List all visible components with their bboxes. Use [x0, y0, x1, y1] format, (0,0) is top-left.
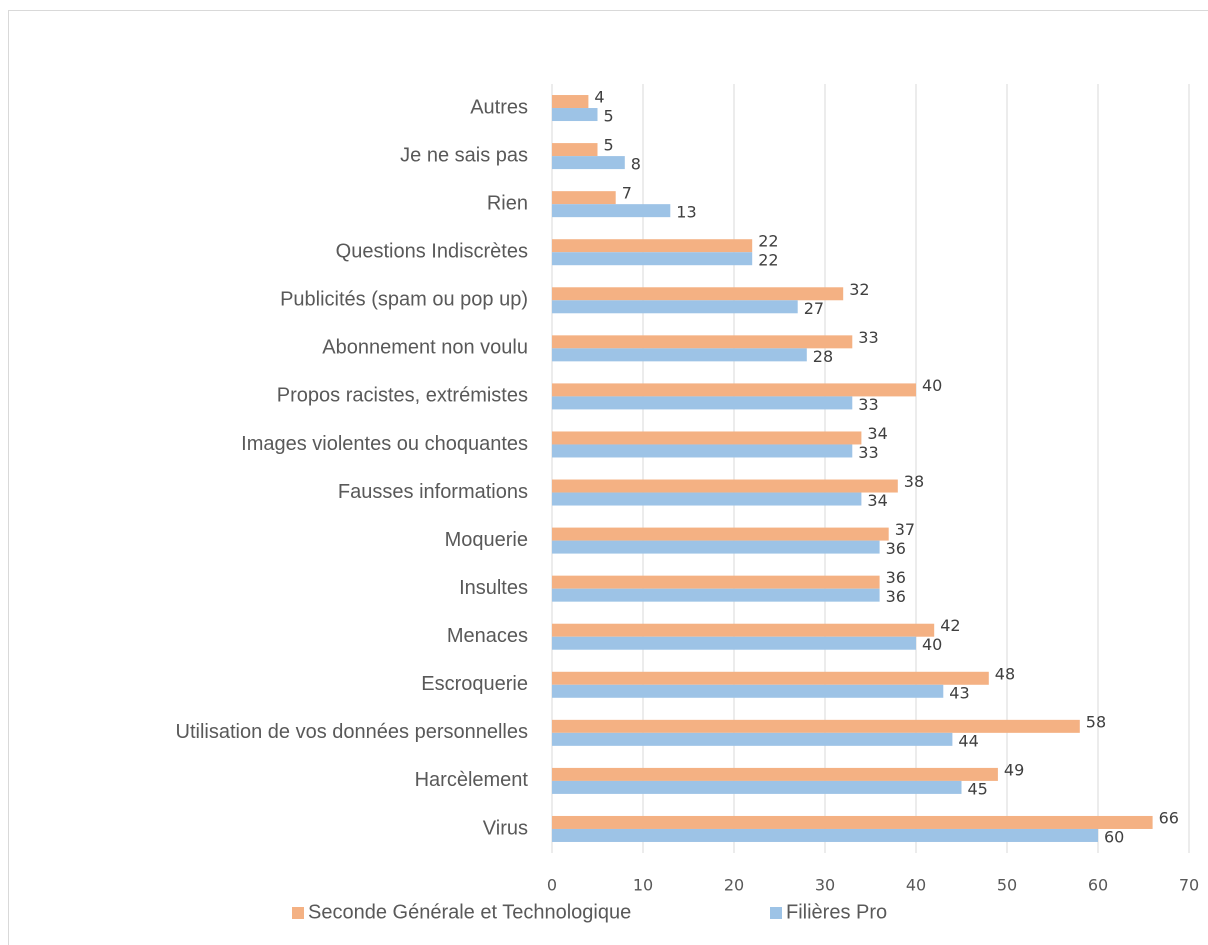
bar: [552, 815, 1153, 829]
bar: [552, 239, 753, 253]
x-tick-label: 40: [906, 876, 926, 895]
value-label: 60: [1104, 827, 1124, 846]
value-label: 66: [1159, 808, 1179, 827]
bar: [552, 636, 916, 650]
y-tick-label: Publicités (spam ou pop up): [280, 289, 528, 311]
legend-label: Seconde Générale et Technologique: [308, 901, 631, 923]
bar: [552, 575, 880, 589]
y-tick-label: Utilisation de vos données personnelles: [176, 721, 528, 743]
bar: [552, 287, 844, 301]
value-label: 33: [858, 328, 878, 347]
value-label: 49: [1004, 760, 1024, 779]
y-tick-label: Virus: [483, 817, 528, 839]
x-tick-label: 60: [1088, 876, 1108, 895]
bar: [552, 383, 916, 397]
value-label: 36: [886, 587, 906, 606]
value-label: 37: [895, 520, 915, 539]
bar: [552, 252, 753, 266]
value-label: 8: [631, 155, 641, 174]
y-tick-label: Propos racistes, extrémistes: [277, 385, 528, 407]
y-tick-label: Autres: [470, 96, 528, 118]
bar: [552, 671, 989, 685]
y-tick-label: Rien: [487, 192, 528, 214]
value-label: 22: [758, 232, 778, 251]
x-tick-label: 50: [997, 876, 1017, 895]
y-tick-label: Je ne sais pas: [400, 144, 528, 166]
value-label: 32: [849, 280, 869, 299]
bar: [552, 540, 880, 554]
x-tick-label: 10: [633, 876, 653, 895]
bar: [552, 95, 589, 109]
y-tick-label: Fausses informations: [338, 481, 528, 503]
y-tick-label: Escroquerie: [421, 673, 528, 695]
value-label: 27: [804, 299, 824, 318]
value-label: 38: [904, 472, 924, 491]
bar: [552, 479, 898, 493]
value-label: 22: [758, 251, 778, 270]
y-tick-label: Insultes: [459, 577, 528, 599]
x-tick-label: 30: [815, 876, 835, 895]
bar: [552, 719, 1080, 733]
y-tick-label: Harcèlement: [415, 769, 529, 791]
bar: [552, 828, 1098, 842]
bar: [552, 348, 807, 362]
value-label: 42: [940, 616, 960, 635]
bar: [552, 732, 953, 746]
value-label: 36: [886, 568, 906, 587]
value-label: 43: [949, 683, 969, 702]
x-tick-label: 20: [724, 876, 744, 895]
value-label: 45: [968, 779, 988, 798]
value-label: 58: [1086, 712, 1106, 731]
bar: [552, 444, 853, 458]
value-label: 13: [676, 203, 696, 222]
value-label: 28: [813, 347, 833, 366]
y-tick-label: Menaces: [447, 625, 528, 647]
x-tick-label: 0: [547, 876, 557, 895]
bar: [552, 300, 798, 314]
bar: [552, 780, 962, 794]
bar: [552, 396, 853, 410]
legend-swatch: [292, 907, 304, 919]
bar: [552, 143, 598, 157]
value-label: 40: [922, 635, 942, 654]
value-label: 4: [594, 88, 604, 107]
value-label: 34: [867, 491, 887, 510]
y-tick-label: Abonnement non voulu: [322, 337, 528, 359]
bar: [552, 492, 862, 506]
value-label: 44: [958, 731, 978, 750]
bar: [552, 767, 998, 781]
bar: [552, 191, 616, 205]
bar: [552, 108, 598, 122]
y-tick-label: Images violentes ou choquantes: [241, 433, 528, 455]
bar: [552, 431, 862, 445]
bar: [552, 588, 880, 602]
legend-swatch: [770, 907, 782, 919]
bar: [552, 623, 935, 637]
value-label: 48: [995, 664, 1015, 683]
bar: [552, 156, 625, 170]
value-label: 40: [922, 376, 942, 395]
chart-frame: [8, 10, 1208, 945]
value-label: 5: [604, 136, 614, 155]
bar: [552, 684, 944, 698]
x-tick-label: 70: [1179, 876, 1199, 895]
value-label: 34: [867, 424, 887, 443]
bar: [552, 527, 889, 541]
value-label: 5: [604, 107, 614, 126]
bar: [552, 335, 853, 349]
y-tick-label: Questions Indiscrètes: [336, 241, 528, 263]
value-label: 33: [858, 395, 878, 414]
value-label: 33: [858, 443, 878, 462]
value-label: 36: [886, 539, 906, 558]
y-tick-label: Moquerie: [445, 529, 528, 551]
legend-label: Filières Pro: [786, 901, 887, 923]
bar: [552, 204, 671, 218]
value-label: 7: [622, 184, 632, 203]
